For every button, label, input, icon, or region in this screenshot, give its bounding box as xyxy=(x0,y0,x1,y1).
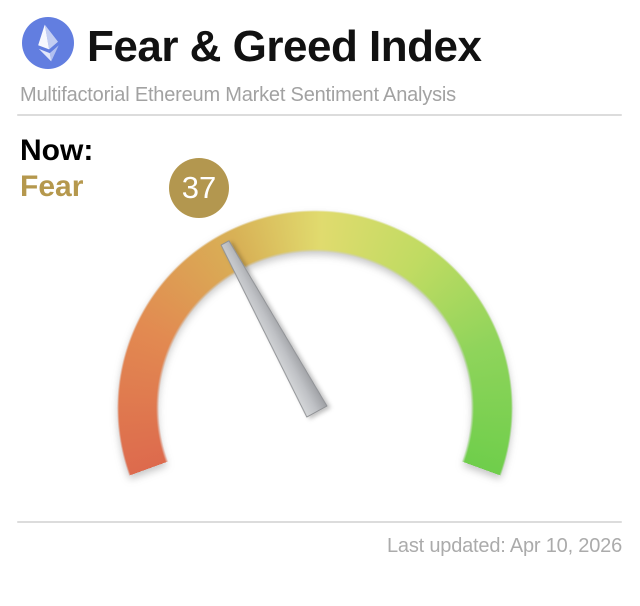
value-badge-number: 37 xyxy=(181,170,217,205)
now-label: Now: xyxy=(20,134,94,167)
header-divider xyxy=(17,114,622,116)
page-subtitle: Multifactorial Ethereum Market Sentiment… xyxy=(20,84,456,106)
value-badge: 37 xyxy=(169,158,229,218)
gauge xyxy=(117,210,513,606)
ethereum-icon xyxy=(22,17,74,69)
last-updated: Last updated: Apr 10, 2026 xyxy=(387,535,622,557)
fear-greed-widget: Fear & Greed Index Multifactorial Ethere… xyxy=(17,17,623,606)
gauge-needle-layer xyxy=(220,240,328,418)
gauge-needle xyxy=(220,240,328,418)
page-title: Fear & Greed Index xyxy=(87,22,482,71)
footer-divider xyxy=(17,521,622,523)
sentiment-classification: Fear xyxy=(20,170,84,203)
